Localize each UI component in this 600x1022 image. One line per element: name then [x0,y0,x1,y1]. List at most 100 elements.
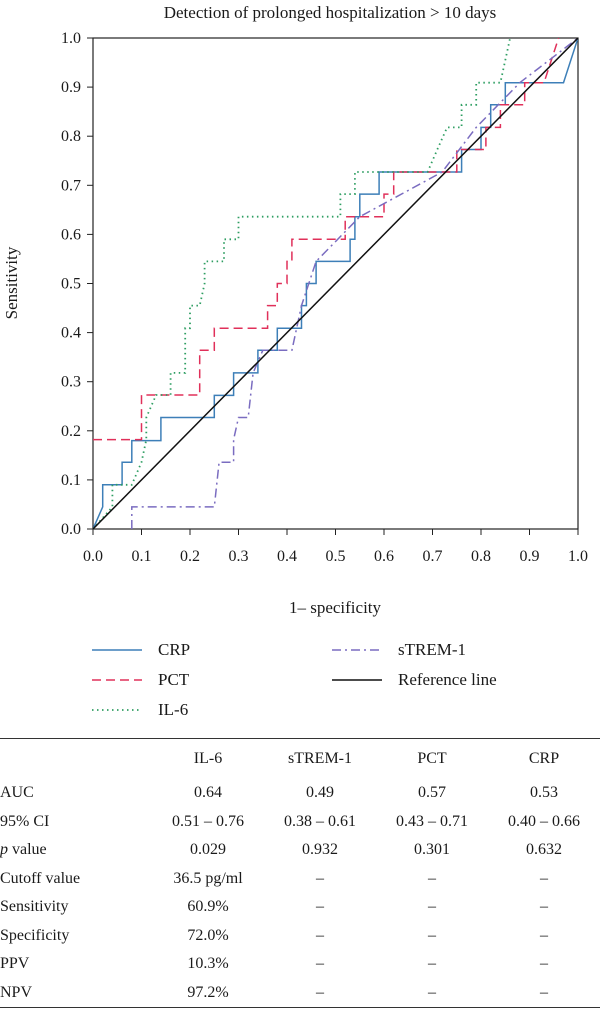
table-row-label-text: AUC [0,784,34,802]
legend-swatch-il6 [92,709,142,711]
table-cell: 0.932 [302,841,338,859]
table-cell: – [316,869,324,887]
x-tick-label: 1.0 [568,548,588,565]
x-tick-label: 0.2 [180,548,200,565]
table-cell: 10.3% [187,955,229,973]
table-row-label: Sensitivity [0,893,152,922]
x-tick-label: 0.4 [277,548,297,565]
legend-label-crp: CRP [158,640,191,659]
table-cell: 0.38 – 0.61 [284,812,356,830]
table-row-label-text: value [8,841,47,859]
legend-label-il6: IL-6 [158,700,189,719]
stats-table: IL-6 sTREM-1 PCT CRP AUC 0.64 0.49 0.57 0.53… [0,738,600,1008]
y-tick-label: 0.5 [61,276,81,293]
series-line-pct [93,38,560,441]
table-cell: – [540,955,548,973]
legend-item-strem1: sTREM-1 [332,638,466,662]
table-cell: – [540,869,548,887]
table-header-pct: PCT [376,738,488,779]
table-cell: 72.0% [187,926,229,944]
table-row: PPV 10.3% – – – [0,950,600,979]
table-cell: 0.57 [418,784,446,802]
legend-item-crp: CRP [92,638,190,662]
table-cell: – [264,978,376,1008]
table-row: NPV 97.2% – – – [0,978,600,1008]
table-cell: 0.632 [526,841,562,859]
table-cell: 0.53 [530,784,558,802]
table-body: AUC 0.64 0.49 0.57 0.53 95% CI 0.51 – 0.76 0.38… [0,779,600,1008]
legend-item-pct: PCT [92,668,189,692]
table-row-label-text: PPV [0,955,30,973]
y-tick-label: 0.6 [61,226,81,243]
legend-swatch-strem1 [332,649,382,651]
legend-swatch-reference [332,679,382,681]
y-tick-label: 0.3 [61,374,81,391]
table-cell: 36.5 pg/ml [173,869,243,887]
table-row-label-text: Cutoff value [0,869,81,887]
table-cell: – [428,926,436,944]
table-row-label: p value [0,836,152,865]
table-cell: – [316,898,324,916]
table-cell: – [316,926,324,944]
table-row: Cutoff value 36.5 pg/ml – – – [0,865,600,894]
table-cell: – [316,955,324,973]
table-cell: 60.9% [187,898,229,916]
legend-item-il6: IL-6 [92,698,188,722]
table-cell: 0.64 [194,784,222,802]
table-row-label: PPV [0,950,152,979]
table-cell: – [428,955,436,973]
table-row-label: AUC [0,779,152,808]
table-cell: 0.40 – 0.66 [508,812,580,830]
y-tick-label: 0.1 [61,472,81,489]
x-tick-label: 0.0 [83,548,103,565]
legend-label-reference: Reference line [398,670,497,689]
table-cell: 0.49 [306,784,334,802]
table-cell: – [428,898,436,916]
table-row-label-text: 95% CI [0,812,50,830]
legend-label-strem1: sTREM-1 [398,640,466,659]
table-row-label: NPV [0,978,152,1008]
series-line-strem-1 [131,38,578,529]
table-cell: 0.301 [414,841,450,859]
table-cell: – [540,926,548,944]
y-axis-label: Sensitivity [2,246,21,319]
table-cell: 0.029 [190,841,226,859]
table-header-il6: IL-6 [152,738,264,779]
table-row-label: 95% CI [0,808,152,837]
table-header-row: IL-6 sTREM-1 PCT CRP [0,738,600,779]
table-cell: 0.43 – 0.71 [396,812,468,830]
legend-label-pct: PCT [158,670,190,689]
x-axis-label: 1– specificity [289,598,382,617]
x-tick-label: 0.5 [326,548,346,565]
x-tick-label: 0.6 [374,548,394,565]
y-tick-label: 0.9 [61,79,81,96]
series-line-il-6 [93,38,511,529]
legend-item-reference: Reference line [332,668,497,692]
x-tick-label: 0.8 [471,548,491,565]
series-line-crp [93,38,578,529]
table-row-label: Cutoff value [0,865,152,894]
x-tick-label: 0.7 [423,548,443,565]
chart-title: Detection of prolonged hospitalization >… [164,3,497,22]
table-header-cell [0,738,152,779]
table-cell: 0.51 – 0.76 [172,812,244,830]
table-header-crp: CRP [488,738,600,779]
table-cell: – [540,898,548,916]
y-tick-label: 0.0 [61,521,81,538]
table-cell: – [376,978,488,1008]
y-tick-label: 0.2 [61,423,81,440]
table-cell: 97.2% [152,978,264,1008]
table-row: Specificity 72.0% – – – [0,922,600,951]
legend: CRP PCT IL-6 sTREM-1 Reference line [0,630,600,720]
plot-area: 0.0 0.1 0.2 0.3 0.4 0.5 0.6 0.7 0.8 0.9 1.0 0.0 0.1 0… [61,30,588,565]
table-row-label-italic: p [0,841,8,859]
table-row: 95% CI 0.51 – 0.76 0.38 – 0.61 0.43 – 0.71 0… [0,808,600,837]
table-row: Sensitivity 60.9% – – – [0,893,600,922]
table-cell: – [428,869,436,887]
table-header-strem1: sTREM-1 [264,738,376,779]
table-row-label: Specificity [0,922,152,951]
legend-swatch-pct [92,679,142,681]
series-line-reference-line [93,38,578,529]
table-row: AUC 0.64 0.49 0.57 0.53 [0,779,600,808]
x-tick-label: 0.1 [132,548,152,565]
